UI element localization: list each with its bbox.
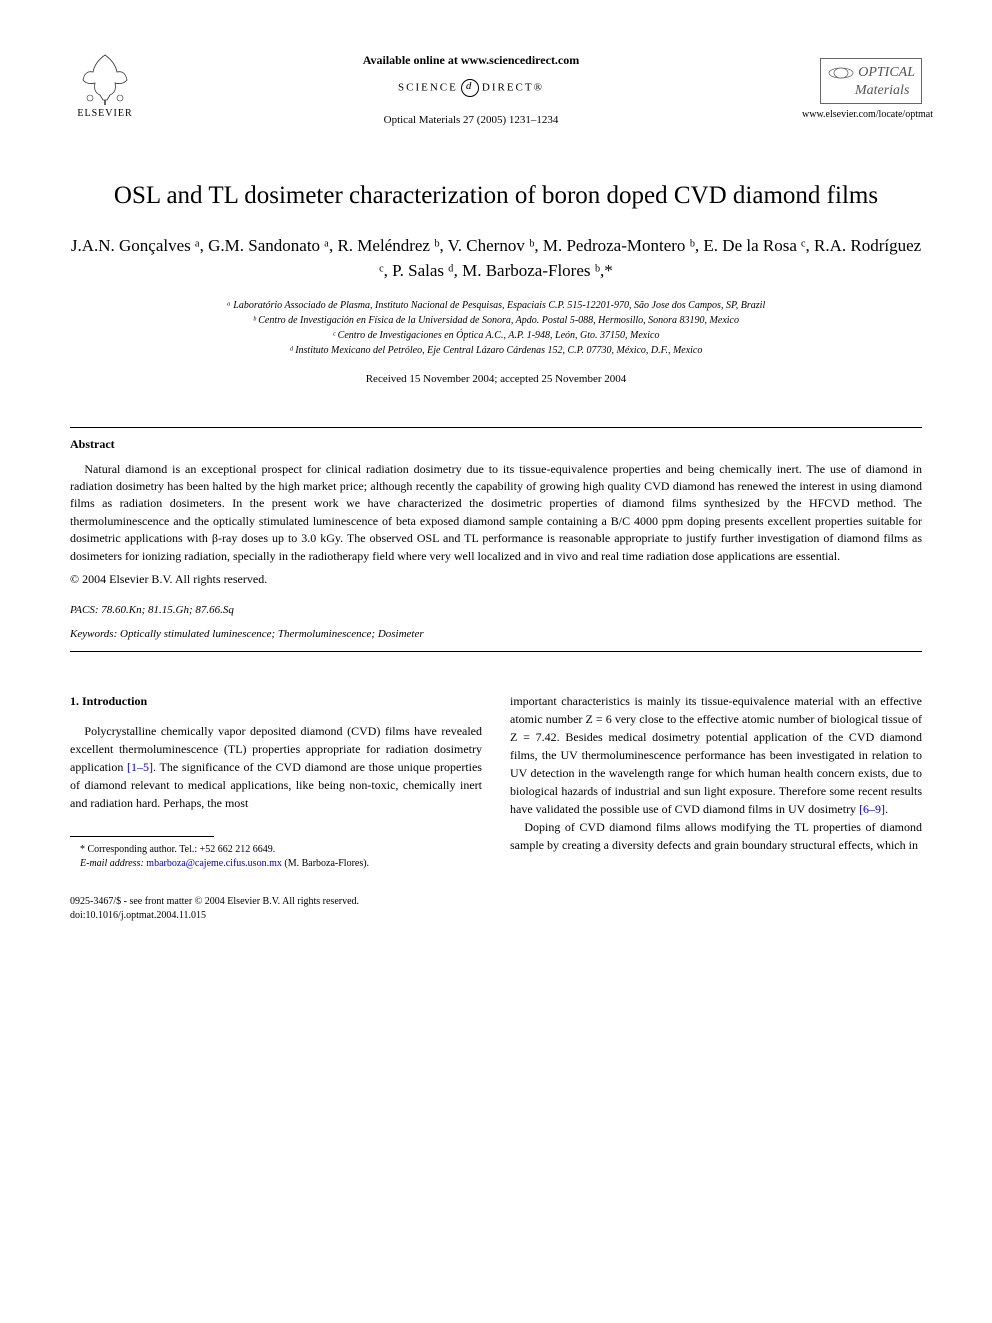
journal-citation: Optical Materials 27 (2005) 1231–1234 <box>140 113 802 128</box>
journal-logo: OPTICAL Materials www.elsevier.com/locat… <box>802 58 922 122</box>
section-1-heading: 1. Introduction <box>70 692 482 710</box>
email-footnote: E-mail address: mbarboza@cajeme.cifus.us… <box>70 857 482 871</box>
intro-para-3: Doping of CVD diamond films allows modif… <box>510 818 922 854</box>
journal-url: www.elsevier.com/locate/optmat <box>802 108 922 122</box>
journal-name-line1: OPTICAL <box>858 65 915 80</box>
keywords-line: Keywords: Optically stimulated luminesce… <box>70 626 922 643</box>
left-column: 1. Introduction Polycrystalline chemical… <box>70 692 482 923</box>
affiliation-c: ᶜ Centro de Investigaciones en Óptica A.… <box>70 328 922 343</box>
intro-para-2: important characteristics is mainly its … <box>510 692 922 818</box>
header-center: Available online at www.sciencedirect.co… <box>140 52 802 128</box>
abstract-copyright: © 2004 Elsevier B.V. All rights reserved… <box>70 571 922 588</box>
lens-icon <box>827 65 855 81</box>
article-title: OSL and TL dosimeter characterization of… <box>70 180 922 213</box>
affiliation-b: ᵇ Centro de Investigación en Física de l… <box>70 313 922 328</box>
elsevier-logo: ELSEVIER <box>70 50 140 130</box>
available-online-text: Available online at www.sciencedirect.co… <box>140 52 802 69</box>
journal-name-line2: Materials <box>855 83 909 98</box>
abstract-text: Natural diamond is an exceptional prospe… <box>70 461 922 565</box>
ref-link-1-5[interactable]: [1–5] <box>127 760 153 774</box>
right-column: important characteristics is mainly its … <box>510 692 922 923</box>
optical-materials-box: OPTICAL Materials <box>820 58 922 104</box>
footnote-separator <box>70 836 214 837</box>
email-link[interactable]: mbarboza@cajeme.cifus.uson.mx <box>146 858 282 869</box>
elsevier-label: ELSEVIER <box>77 107 132 121</box>
affiliation-d: ᵈ Instituto Mexicano del Petróleo, Eje C… <box>70 343 922 358</box>
page-header: ELSEVIER Available online at www.science… <box>70 50 922 130</box>
sd-circle-icon <box>461 79 479 97</box>
divider-bottom <box>70 651 922 652</box>
bottom-info: 0925-3467/$ - see front matter © 2004 El… <box>70 895 482 923</box>
abstract-heading: Abstract <box>70 436 922 453</box>
affiliation-a: ᵃ Laboratório Associado de Plasma, Insti… <box>70 298 922 313</box>
issn-line: 0925-3467/$ - see front matter © 2004 El… <box>70 895 482 909</box>
corresponding-author-note: * Corresponding author. Tel.: +52 662 21… <box>70 843 482 857</box>
body-columns: 1. Introduction Polycrystalline chemical… <box>70 692 922 923</box>
affiliations: ᵃ Laboratório Associado de Plasma, Insti… <box>70 298 922 358</box>
elsevier-tree-icon <box>75 50 135 105</box>
article-dates: Received 15 November 2004; accepted 25 N… <box>70 372 922 387</box>
divider-top <box>70 427 922 428</box>
ref-link-6-9[interactable]: [6–9] <box>859 802 885 816</box>
intro-para-1: Polycrystalline chemically vapor deposit… <box>70 722 482 812</box>
doi-line: doi:10.1016/j.optmat.2004.11.015 <box>70 909 482 923</box>
pacs-line: PACS: 78.60.Kn; 81.15.Gh; 87.66.Sq <box>70 602 922 619</box>
sciencedirect-logo: SCIENCEDIRECT® <box>140 79 802 97</box>
authors-list: J.A.N. Gonçalves ᵃ, G.M. Sandonato ᵃ, R.… <box>70 233 922 284</box>
